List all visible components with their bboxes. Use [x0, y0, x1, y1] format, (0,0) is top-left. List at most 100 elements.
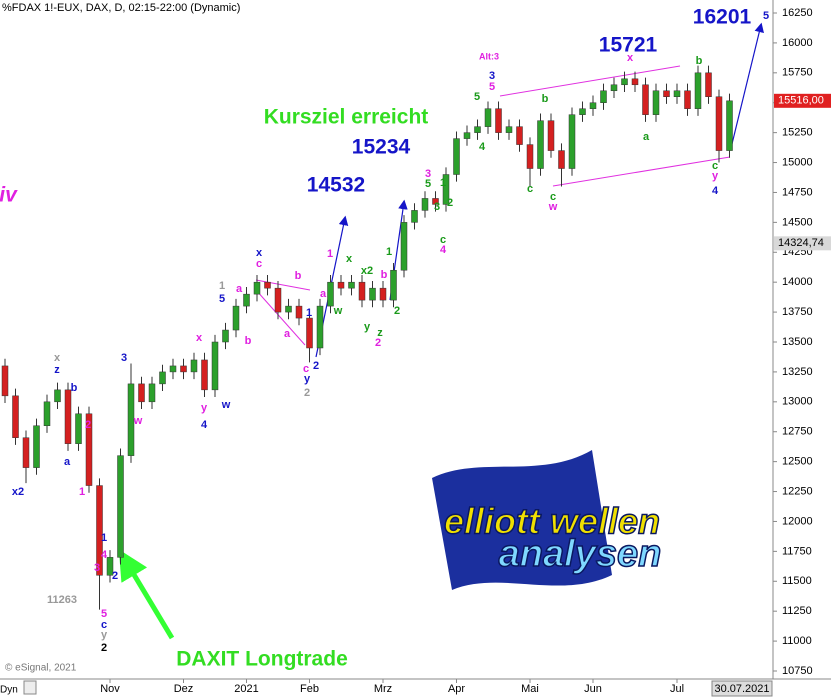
candle-body — [516, 126, 523, 145]
annotation: a — [236, 283, 243, 295]
candle-body — [285, 305, 292, 313]
candle-body — [684, 90, 691, 109]
annotation: 4 — [479, 141, 486, 153]
annotation: x2 — [12, 486, 24, 498]
annotation: x — [627, 52, 634, 64]
candle-body — [631, 78, 639, 86]
annotation: 4 — [712, 185, 719, 197]
candle-body — [463, 132, 471, 139]
candle-body — [663, 90, 670, 97]
annotation: b — [71, 382, 78, 394]
annotation: DAXIT Longtrade — [176, 648, 348, 671]
candle-body — [327, 281, 334, 307]
y-tick-label: 16250 — [782, 7, 813, 19]
candle-body — [495, 108, 502, 133]
annotation: b — [245, 335, 252, 347]
annotation: 3 — [434, 201, 440, 213]
candle-body — [432, 198, 439, 205]
candle-body — [379, 287, 387, 301]
annotation: c — [550, 191, 556, 203]
candle-body — [474, 126, 481, 133]
logo-text: elliott wellen — [444, 501, 660, 542]
candle-body — [159, 371, 166, 385]
candle-body — [211, 341, 219, 391]
x-tick-label: Apr — [448, 683, 465, 695]
annotation: 5 — [425, 178, 431, 190]
candle-body — [138, 383, 145, 403]
candle-body — [243, 293, 250, 307]
x-tick-label: Nov — [100, 683, 120, 695]
y-tick-label: 11500 — [782, 575, 812, 587]
annotation: x2 — [361, 265, 373, 277]
x-tick-label: Dez — [174, 683, 194, 695]
logo-flag — [432, 450, 612, 590]
candle-body — [22, 437, 30, 468]
annotation: b — [295, 270, 302, 282]
candle-body — [316, 305, 324, 349]
candle-body — [75, 413, 82, 444]
annotation: z — [377, 327, 383, 339]
candle-body — [505, 126, 513, 133]
candle-body — [274, 287, 282, 313]
candle-body — [558, 150, 565, 169]
candle-body — [96, 485, 103, 576]
candle-body — [169, 365, 177, 373]
annotation: z — [54, 364, 60, 376]
y-tick-label: 13000 — [782, 396, 813, 408]
candle-body — [106, 557, 114, 576]
candle-body — [484, 108, 492, 127]
annotation: 2 — [375, 337, 381, 349]
annotation: 1 — [306, 307, 312, 319]
annotation: 15721 — [599, 34, 658, 57]
annotation: c — [101, 619, 107, 631]
candle-body — [306, 317, 313, 349]
annotation: 1 — [219, 280, 225, 292]
candle-body — [453, 138, 460, 175]
candle-body — [148, 383, 156, 403]
annotation: 2 — [85, 419, 91, 431]
y-tick-label: 16000 — [782, 37, 813, 49]
y-tick-label: 14500 — [782, 216, 813, 228]
annotation: a — [643, 131, 650, 143]
annotation: 3 — [489, 70, 495, 82]
logo: elliott wellen analysen — [432, 450, 662, 590]
candle-body — [705, 72, 712, 97]
y-tick-label: 11250 — [782, 605, 812, 617]
annotation: 3 — [425, 168, 431, 180]
x-tick-label: 30.07.2021 — [714, 683, 769, 695]
candle-body — [85, 413, 93, 486]
candle-body — [537, 120, 544, 169]
x-tick-label: 2021 — [234, 683, 258, 695]
annotation: 5 — [219, 293, 225, 305]
y-tick-label: 15750 — [782, 67, 813, 79]
candle-body — [180, 365, 187, 373]
annotation: 5 — [474, 91, 480, 103]
candle-body — [642, 84, 649, 115]
annotation: 14532 — [307, 174, 365, 197]
annotation: 5 — [489, 81, 495, 93]
annotation: c — [527, 183, 533, 195]
candle-body — [442, 174, 450, 205]
annotation: c — [303, 363, 309, 375]
candle-body — [348, 281, 355, 289]
annotation: 1 — [327, 248, 333, 260]
scroll-button[interactable] — [23, 680, 37, 695]
annotation: 11263 — [47, 594, 77, 606]
annotation: b — [542, 93, 549, 105]
y-tick-label: 15000 — [782, 156, 813, 168]
candle-body — [390, 269, 397, 301]
candle-body — [589, 102, 597, 109]
candle-body — [54, 389, 61, 403]
candle-body — [369, 287, 376, 301]
x-tick-label: Mrz — [374, 683, 392, 695]
price-label-box — [774, 236, 831, 251]
x-tick-label: Jul — [670, 683, 684, 695]
candle-body — [127, 383, 135, 456]
annotation: y — [101, 629, 108, 641]
candle-body — [411, 210, 418, 223]
y-tick-label: 12250 — [782, 485, 813, 497]
annotation: Alt:3 — [479, 51, 499, 61]
annotation: y — [201, 402, 208, 414]
candle-body — [358, 281, 366, 301]
